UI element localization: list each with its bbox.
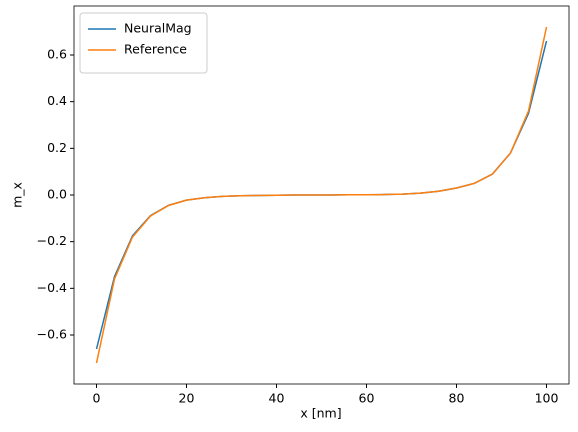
y-tick-label: 0.2 [47, 140, 67, 155]
plot-frame [73, 5, 570, 385]
x-tick-label: 20 [179, 391, 195, 406]
legend-label: NeuralMag [124, 21, 192, 36]
x-axis-label: x [nm] [300, 406, 341, 421]
x-tick-label: 0 [93, 391, 101, 406]
x-tick-label: 60 [359, 391, 375, 406]
x-tick-label: 80 [449, 391, 465, 406]
x-tick-label: 100 [535, 391, 559, 406]
y-tick-label: −0.6 [37, 327, 67, 342]
y-tick-label: −0.4 [37, 280, 67, 295]
y-tick-label: 0.0 [47, 187, 67, 202]
series-line [95, 26, 548, 364]
legend-box [79, 12, 208, 74]
y-axis-label: m_x [10, 182, 25, 208]
x-tick-label: 40 [269, 391, 285, 406]
y-tick-label: 0.4 [47, 93, 67, 108]
y-tick-label: −0.2 [37, 233, 67, 248]
y-tick-label: 0.6 [47, 47, 67, 62]
legend-label: Reference [124, 42, 187, 57]
